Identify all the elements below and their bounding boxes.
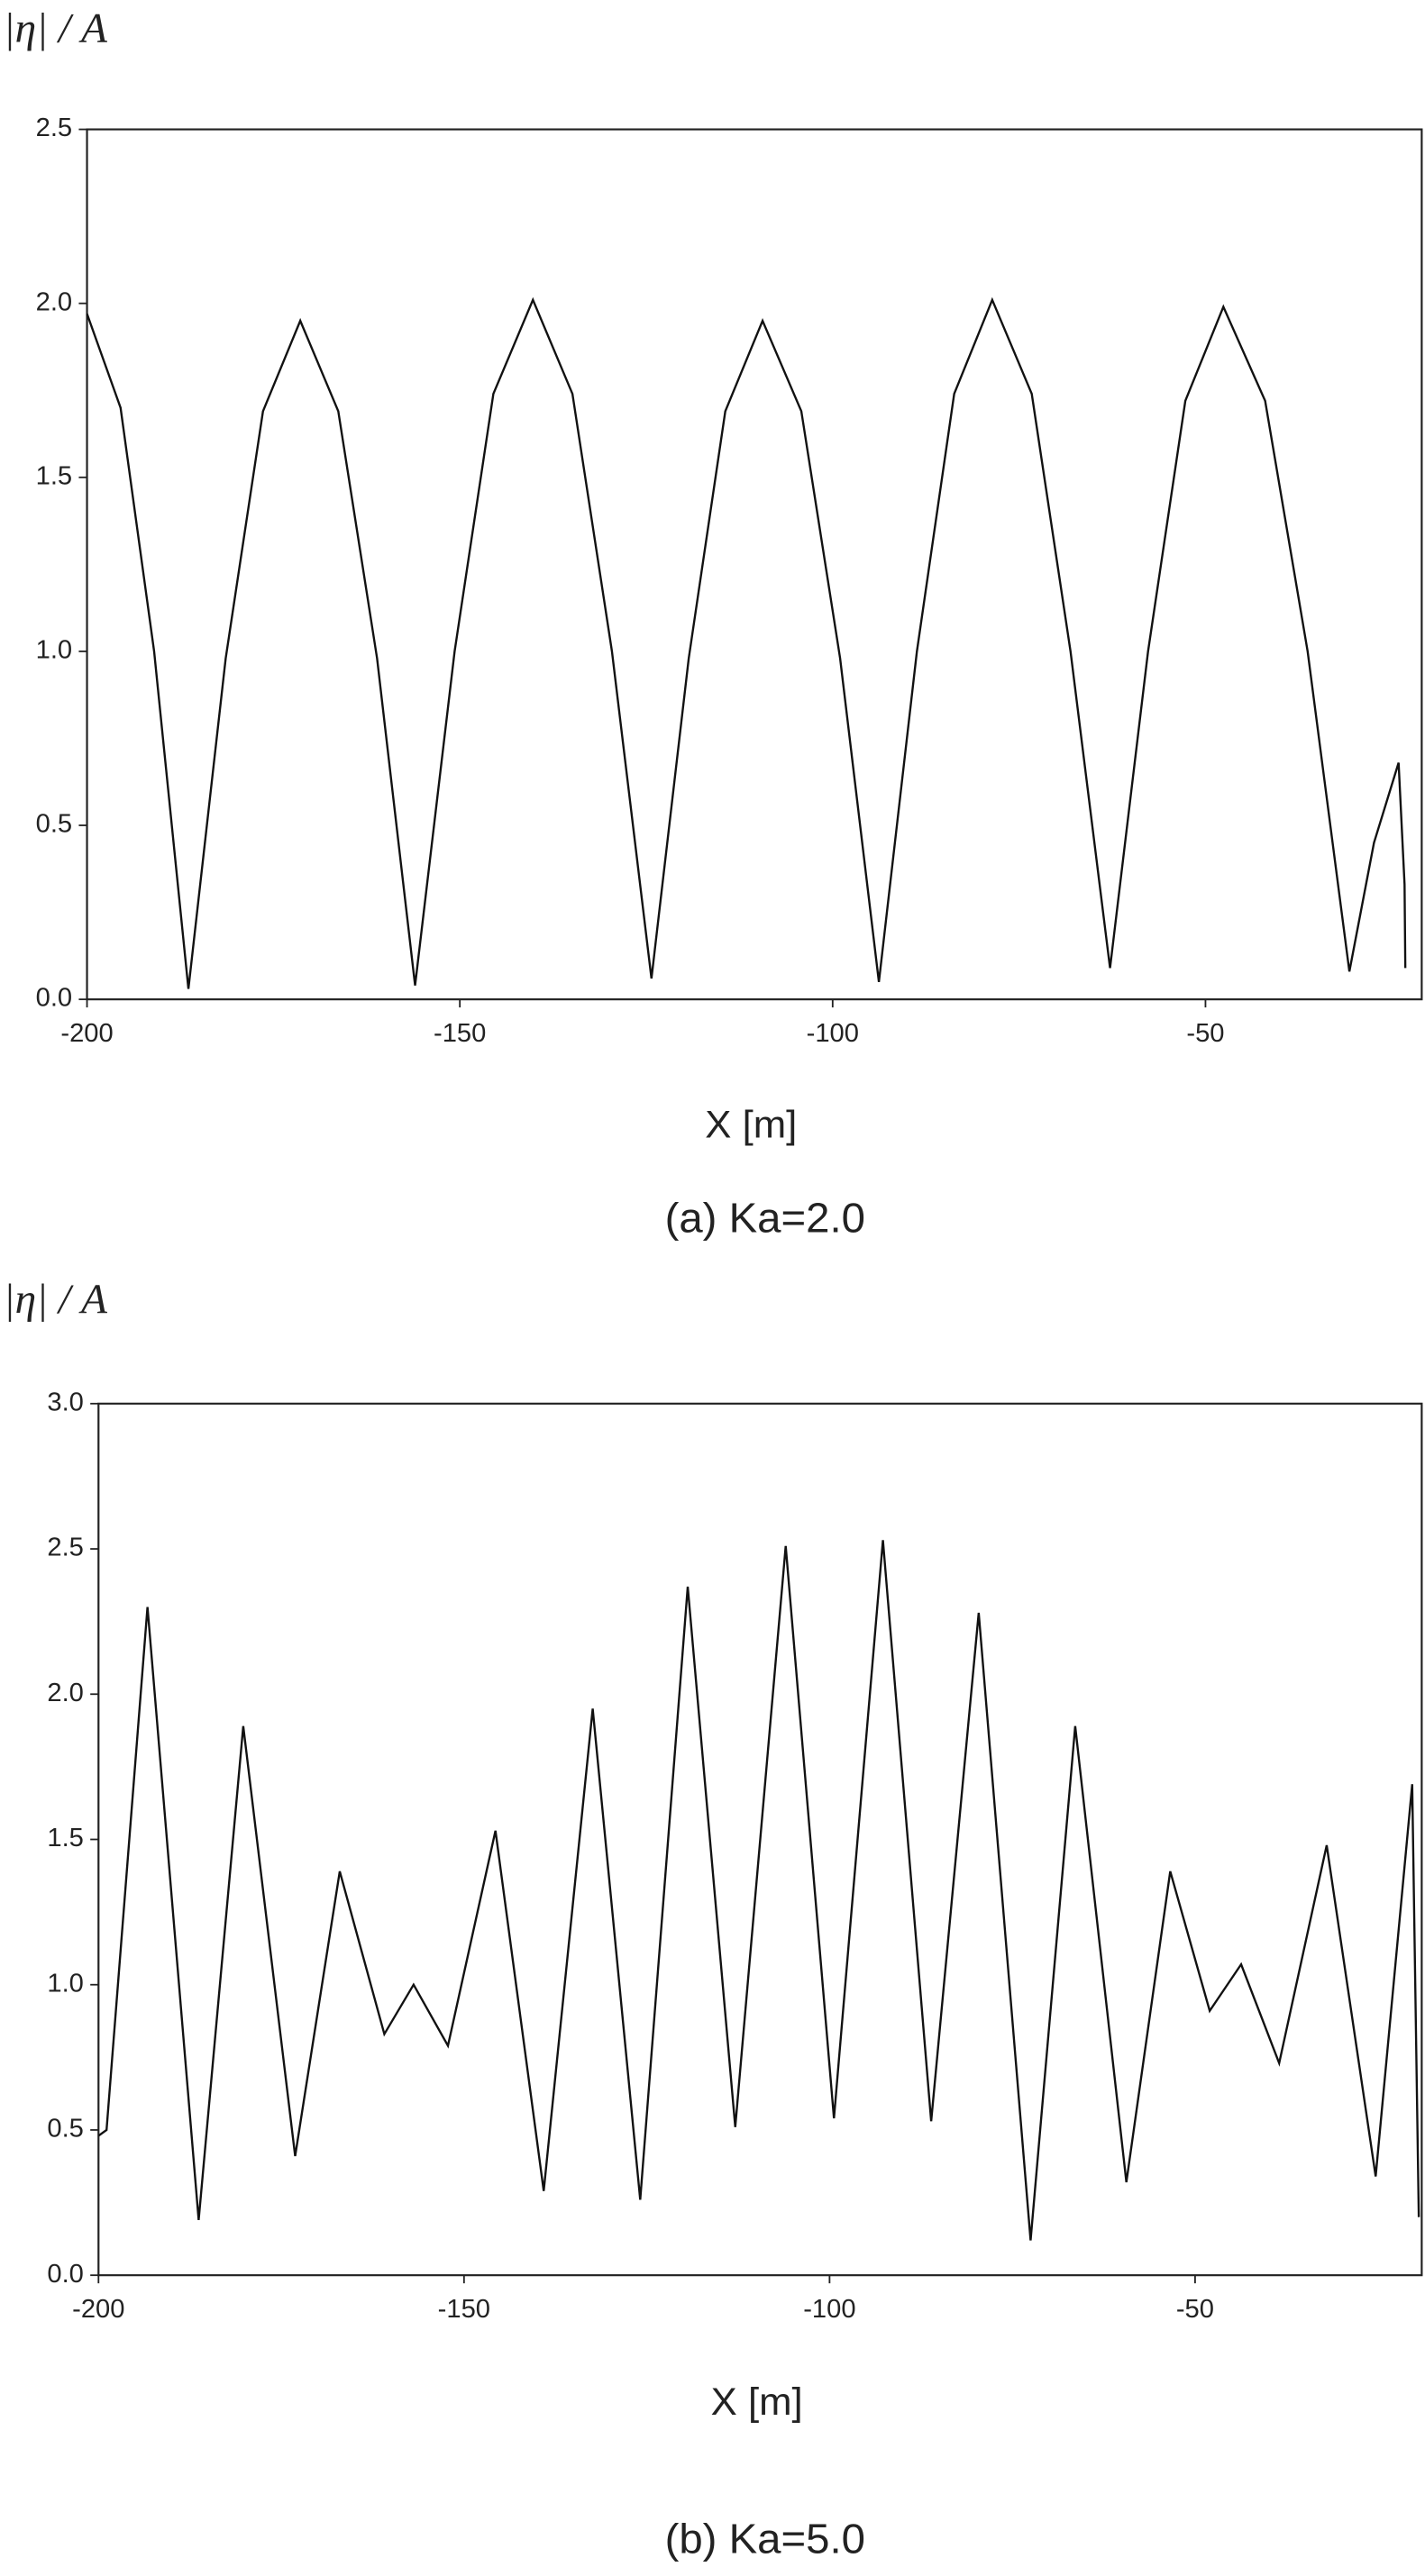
y-tick-label: 1.0 bbox=[47, 1969, 84, 1998]
x-tick-label: -50 bbox=[1186, 1019, 1224, 1048]
x-tick-label: -150 bbox=[438, 2295, 490, 2324]
y-tick-label: 1.0 bbox=[36, 636, 73, 665]
plot-frame bbox=[86, 128, 1423, 1001]
y-axis-label: |η| / A bbox=[4, 1277, 108, 1324]
x-tick-label: -100 bbox=[807, 1019, 859, 1048]
x-axis-label: X [m] bbox=[711, 2380, 803, 2424]
x-axis-label: X [m] bbox=[705, 1104, 797, 1147]
y-tick-label: 2.0 bbox=[36, 287, 73, 316]
y-tick-label: 0.0 bbox=[36, 984, 73, 1013]
y-tick-label: 0.5 bbox=[47, 2115, 84, 2144]
data-line bbox=[97, 1540, 1420, 2241]
y-tick-label: 0.5 bbox=[36, 810, 73, 839]
caption: (b) Ka=5.0 bbox=[665, 2515, 865, 2562]
data-line bbox=[86, 296, 1407, 989]
x-tick-label: -100 bbox=[803, 2295, 855, 2324]
y-tick-label: 2.5 bbox=[36, 114, 73, 142]
x-tick-label: -200 bbox=[60, 1019, 113, 1048]
y-tick-label: 1.5 bbox=[47, 1824, 84, 1852]
x-tick-label: -200 bbox=[72, 2295, 124, 2324]
x-tick-label: -50 bbox=[1176, 2295, 1214, 2324]
y-tick-label: 0.0 bbox=[47, 2260, 84, 2289]
y-tick-label: 2.0 bbox=[47, 1679, 84, 1707]
caption: (a) Ka=2.0 bbox=[665, 1194, 865, 1242]
y-tick-label: 3.0 bbox=[47, 1388, 84, 1417]
y-axis-label: |η| / A bbox=[4, 5, 108, 52]
y-tick-label: 1.5 bbox=[36, 462, 73, 491]
x-tick-label: -150 bbox=[434, 1019, 486, 1048]
y-tick-label: 2.5 bbox=[47, 1534, 84, 1562]
